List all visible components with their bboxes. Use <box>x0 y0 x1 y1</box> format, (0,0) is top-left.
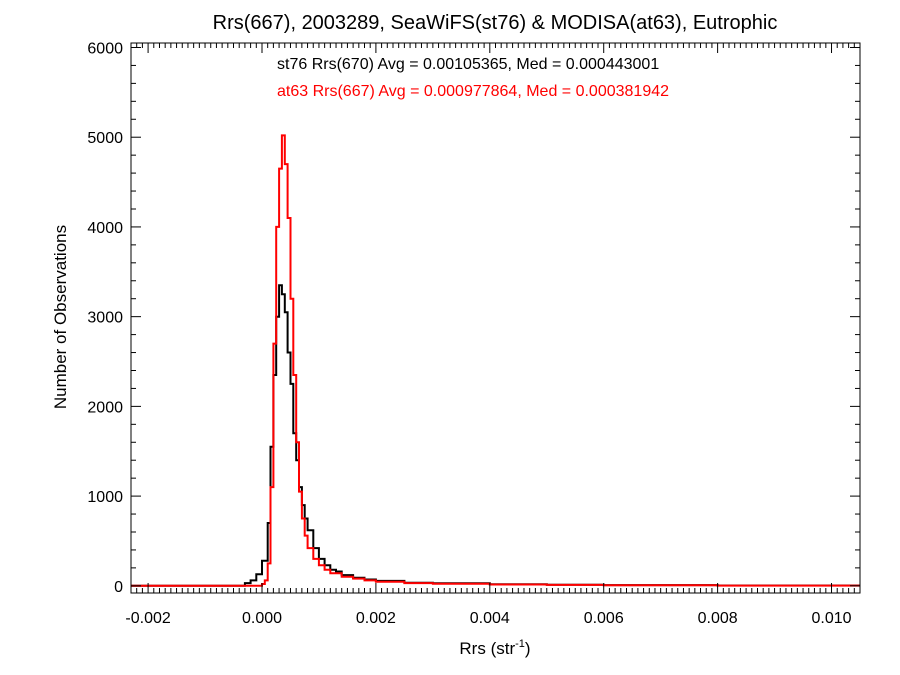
x-tick-label: -0.002 <box>125 610 170 627</box>
y-tick-label: 3000 <box>87 310 123 327</box>
y-tick-label: 2000 <box>87 399 123 416</box>
legend-entry-2: at63 Rrs(667) Avg = 0.000977864, Med = 0… <box>277 83 669 100</box>
series-layer <box>131 134 860 587</box>
series-line-2 <box>131 134 860 587</box>
y-tick-label: 0 <box>114 579 123 596</box>
y-tick-label: 1000 <box>87 489 123 506</box>
x-axis-label-close: ) <box>525 639 531 658</box>
x-tick-label: 0.010 <box>812 610 852 627</box>
y-tick-label: 5000 <box>87 130 123 147</box>
x-tick-label: 0.006 <box>584 610 624 627</box>
legend: st76 Rrs(670) Avg = 0.00105365, Med = 0.… <box>277 56 669 100</box>
x-tick-label: 0.004 <box>470 610 510 627</box>
x-tick-label: 0.000 <box>242 610 282 627</box>
x-axis-label: Rrs (str-1) <box>459 638 530 658</box>
x-axis-label-main: Rrs (str <box>459 639 515 658</box>
x-tick-label: 0.002 <box>356 610 396 627</box>
chart-title: Rrs(667), 2003289, SeaWiFS(st76) & MODIS… <box>213 12 778 34</box>
y-tick-label: 6000 <box>87 40 123 57</box>
ticks-layer: -0.002 0.000 0.002 0.004 0.006 0.008 0.010 0 100… <box>87 40 861 627</box>
y-tick-label: 4000 <box>87 220 123 237</box>
x-tick-label: 0.008 <box>698 610 738 627</box>
y-axis-label: Number of Observations <box>51 225 70 409</box>
legend-entry-1: st76 Rrs(670) Avg = 0.00105365, Med = 0.… <box>277 56 659 73</box>
x-axis-label-sup: -1 <box>515 638 525 650</box>
